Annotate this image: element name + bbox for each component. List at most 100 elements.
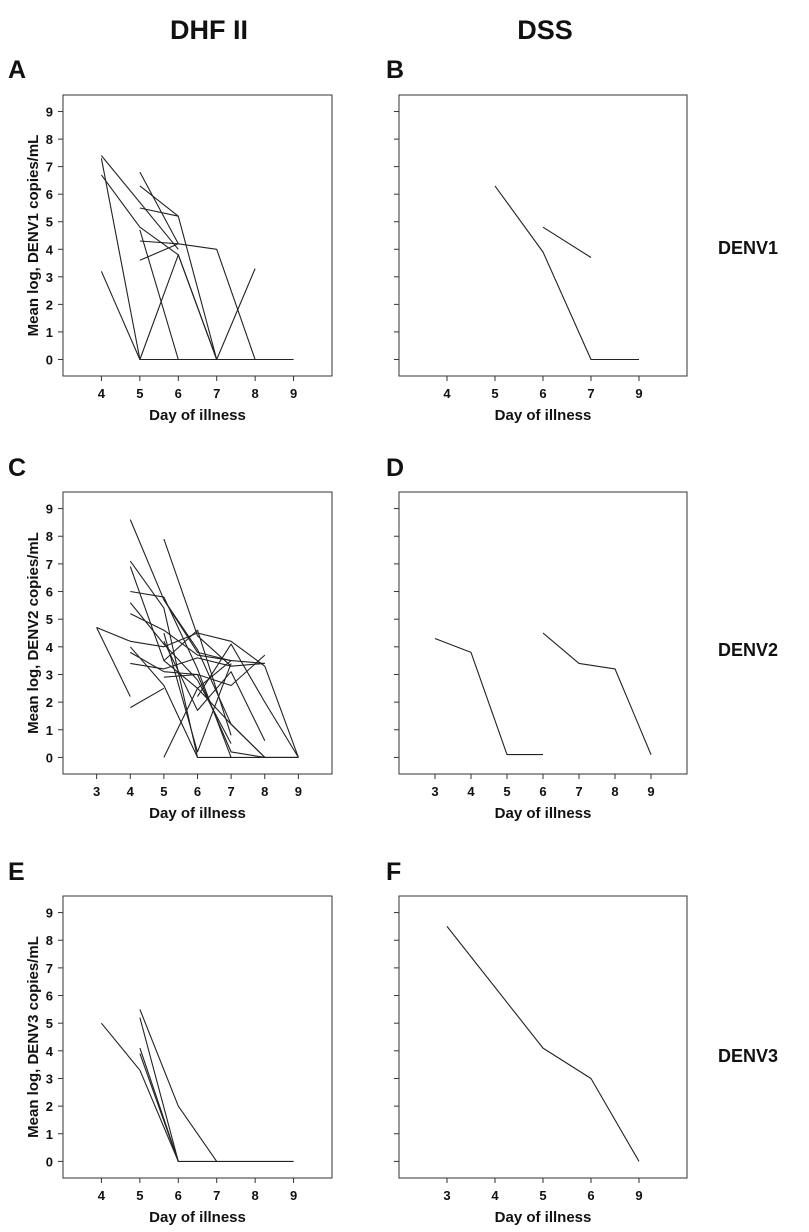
y-tick-label: 0	[46, 750, 53, 765]
x-tick-label: 8	[252, 386, 259, 401]
series-line	[139, 254, 218, 360]
y-tick-label: 9	[46, 105, 53, 120]
panel-c: C 0 1 2 3 4 5 6 7 8 9 3 4 5 6 7 8 9 Day of illness Mean log…	[8, 454, 333, 822]
y-tick-label: 5	[46, 215, 53, 230]
series-line	[96, 627, 131, 697]
x-tick-label: 5	[503, 784, 510, 799]
series-line	[434, 637, 543, 756]
y-tick-label: 8	[46, 933, 53, 948]
series-line	[139, 243, 179, 261]
x-axis-title: Day of illness	[149, 805, 246, 822]
y-tick-label: 6	[46, 989, 53, 1004]
y-axis-title: Mean log, DENV3 copies/mL	[25, 936, 42, 1138]
row-label-denv3: DENV3	[718, 1046, 778, 1066]
y-tick-label: 2	[46, 1099, 53, 1114]
column-title-dhf: DHF II	[170, 15, 248, 45]
x-tick-label: 4	[467, 784, 475, 799]
panel-letter: E	[8, 858, 25, 886]
y-tick-label: 7	[46, 557, 53, 572]
x-tick-label: 9	[647, 784, 654, 799]
series-line	[129, 602, 232, 744]
y-tick-label: 3	[46, 667, 53, 682]
x-tick-label: 6	[194, 784, 201, 799]
series-line	[216, 268, 256, 360]
series-line	[197, 643, 299, 758]
x-tick-label: 4	[491, 1188, 499, 1203]
y-axis-title: Mean log, DENV1 copies/mL	[25, 135, 42, 337]
y-tick-label: 0	[46, 1154, 53, 1169]
x-tick-label: 6	[175, 1188, 182, 1203]
panel-b: B 4 5 6 7 9 Day of illness	[386, 56, 688, 424]
series-line	[139, 240, 179, 245]
panel-letter: A	[8, 56, 26, 84]
x-tick-label: 6	[539, 784, 546, 799]
panel-a: A 0 1 2 3 4 5 6 7 8 9 4 5 6 7 8 9 Day of illness Mean log,…	[8, 56, 333, 424]
x-tick-label: 9	[295, 784, 302, 799]
panel-letter: B	[386, 56, 404, 84]
x-tick-label: 9	[635, 1188, 642, 1203]
panel-f: F 3 4 5 6 9 Day of illness	[386, 858, 688, 1226]
x-tick-label: 5	[136, 1188, 143, 1203]
x-tick-label: 3	[431, 784, 438, 799]
x-tick-label: 7	[228, 784, 235, 799]
x-tick-label: 6	[539, 386, 546, 401]
x-tick-label: 7	[213, 386, 220, 401]
panel-e: E 0 1 2 3 4 5 6 7 8 9 4 5 6 7 8 9 Day of illness Mean log,…	[8, 858, 333, 1226]
y-tick-label: 9	[46, 906, 53, 921]
series-line	[139, 207, 179, 217]
series-line	[446, 926, 640, 1162]
x-axis-title: Day of illness	[149, 407, 246, 424]
series-line	[130, 613, 232, 662]
x-tick-label: 6	[587, 1188, 594, 1203]
x-tick-label: 4	[98, 1188, 106, 1203]
x-tick-label: 4	[98, 386, 106, 401]
series-line	[100, 174, 256, 361]
series-line	[163, 538, 265, 667]
x-tick-label: 8	[252, 1188, 259, 1203]
y-tick-label: 5	[46, 1016, 53, 1031]
x-tick-label: 9	[290, 386, 297, 401]
y-tick-label: 2	[46, 297, 53, 312]
series-line	[100, 158, 294, 361]
series-line	[139, 1053, 179, 1162]
plot-frame	[62, 895, 333, 1179]
y-axis-title: Mean log, DENV2 copies/mL	[25, 532, 42, 734]
y-tick-label: 4	[46, 640, 54, 655]
series-line	[542, 632, 652, 755]
series-line	[100, 155, 179, 250]
x-axis-title: Day of illness	[495, 1209, 592, 1226]
y-tick-label: 4	[46, 1044, 54, 1059]
x-tick-label: 7	[575, 784, 582, 799]
x-tick-label: 5	[160, 784, 167, 799]
series-line	[130, 657, 232, 670]
x-axis-title: Day of illness	[495, 407, 592, 424]
y-tick-label: 7	[46, 160, 53, 175]
series-line	[129, 646, 198, 758]
x-tick-label: 8	[261, 784, 268, 799]
series-line	[139, 171, 256, 360]
series-line	[139, 1009, 218, 1162]
x-tick-label: 7	[587, 386, 594, 401]
series-line	[163, 673, 265, 758]
plot-frame	[398, 94, 688, 377]
y-tick-label: 9	[46, 502, 53, 517]
row-label-denv2: DENV2	[718, 640, 778, 660]
series-line	[100, 1022, 294, 1162]
series-line	[163, 599, 299, 758]
x-tick-label: 5	[136, 386, 143, 401]
series-line	[96, 626, 299, 758]
series-line	[139, 1017, 179, 1162]
y-tick-label: 1	[46, 325, 53, 340]
y-tick-label: 8	[46, 529, 53, 544]
y-tick-label: 2	[46, 695, 53, 710]
y-tick-label: 1	[46, 723, 53, 738]
y-tick-label: 6	[46, 585, 53, 600]
series-line	[129, 519, 265, 664]
x-tick-label: 9	[635, 386, 642, 401]
x-tick-label: 4	[127, 784, 135, 799]
panel-d: D 3 4 5 6 7 8 9 Day of illness	[386, 454, 688, 822]
panel-letter: F	[386, 858, 401, 886]
series-line	[163, 660, 232, 758]
y-tick-label: 3	[46, 1071, 53, 1086]
